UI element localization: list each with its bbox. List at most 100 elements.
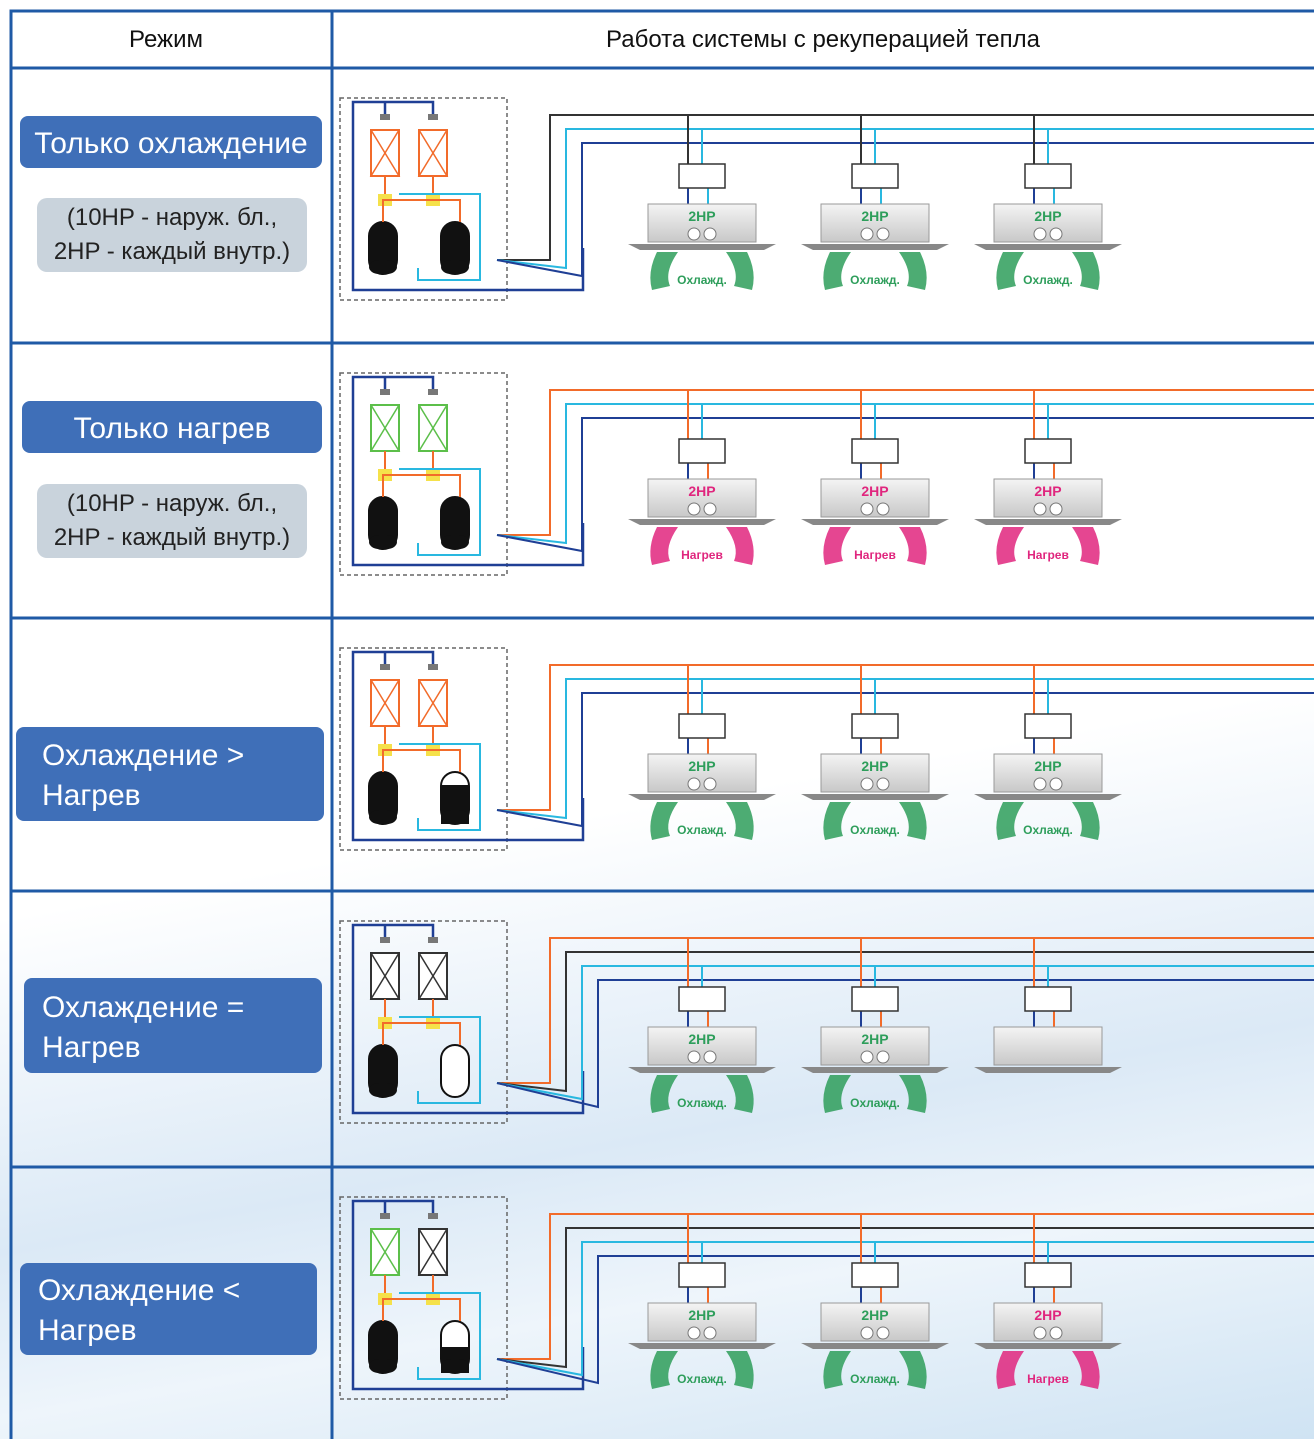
mode-label: Только охлаждение bbox=[20, 116, 322, 168]
compressor-cap bbox=[441, 810, 469, 824]
fan bbox=[687, 777, 701, 791]
unit-capacity: 2HP bbox=[1034, 208, 1061, 224]
fan bbox=[860, 1326, 874, 1340]
indoor-unit bbox=[647, 1026, 757, 1066]
mode-note: (10HP - наруж. бл., 2HP - каждый внутр.) bbox=[37, 198, 307, 272]
pipe bbox=[399, 468, 481, 556]
fan bbox=[703, 502, 717, 516]
pipe bbox=[496, 142, 1314, 278]
outdoor-box bbox=[339, 97, 508, 301]
indoor-panel bbox=[974, 244, 1122, 250]
branch-box bbox=[1024, 1262, 1072, 1288]
pipe bbox=[382, 1022, 461, 1045]
outdoor-box bbox=[339, 1196, 508, 1400]
unit-capacity: 2HP bbox=[1034, 1307, 1061, 1323]
indoor-unit bbox=[647, 203, 757, 243]
indoor-panel bbox=[974, 1343, 1122, 1349]
fan bbox=[860, 502, 874, 516]
outdoor-box bbox=[339, 372, 508, 576]
indoor-unit bbox=[820, 1026, 930, 1066]
branch-box bbox=[678, 713, 726, 739]
unit-mode: Охлажд. bbox=[850, 1096, 900, 1110]
branch-box bbox=[851, 713, 899, 739]
indoor-unit bbox=[820, 1302, 930, 1342]
airflow bbox=[650, 1351, 754, 1389]
airflow bbox=[650, 802, 754, 840]
fan bbox=[876, 227, 890, 241]
pipe bbox=[496, 1227, 1314, 1369]
branch-box bbox=[678, 438, 726, 464]
fan bbox=[876, 502, 890, 516]
fan bbox=[1049, 1326, 1063, 1340]
pipe bbox=[496, 678, 1314, 820]
fan bbox=[1049, 777, 1063, 791]
branch-box bbox=[1024, 713, 1072, 739]
unit-capacity: 2HP bbox=[861, 483, 888, 499]
indoor-panel bbox=[628, 1343, 776, 1349]
compressor-cap bbox=[369, 535, 397, 549]
indoor-unit bbox=[820, 478, 930, 518]
unit-mode: Охлажд. bbox=[677, 273, 727, 287]
airflow bbox=[650, 252, 754, 290]
indoor-unit bbox=[993, 1302, 1103, 1342]
valve bbox=[428, 1213, 438, 1219]
unit-mode: Охлажд. bbox=[850, 1372, 900, 1386]
unit-mode: Охлажд. bbox=[677, 1372, 727, 1386]
unit-capacity: 2HP bbox=[861, 1031, 888, 1047]
valve bbox=[428, 937, 438, 943]
pipe bbox=[382, 199, 461, 222]
valve bbox=[380, 389, 390, 395]
compressor-cap bbox=[441, 260, 469, 274]
pipe bbox=[399, 1016, 481, 1104]
fan bbox=[687, 227, 701, 241]
fan bbox=[1033, 227, 1047, 241]
indoor-panel bbox=[801, 1343, 949, 1349]
compressor bbox=[440, 1044, 470, 1098]
indoor-panel bbox=[974, 794, 1122, 800]
fan bbox=[1033, 502, 1047, 516]
pipe bbox=[351, 1199, 585, 1391]
fan bbox=[876, 777, 890, 791]
indoor-unit bbox=[820, 753, 930, 793]
indoor-unit bbox=[820, 203, 930, 243]
unit-capacity: 2HP bbox=[861, 208, 888, 224]
fan bbox=[1033, 1326, 1047, 1340]
unit-capacity: 2HP bbox=[688, 1307, 715, 1323]
airflow bbox=[823, 527, 927, 565]
unit-capacity: 2HP bbox=[688, 758, 715, 774]
fan bbox=[1049, 227, 1063, 241]
indoor-panel bbox=[628, 794, 776, 800]
fan bbox=[703, 1050, 717, 1064]
pipe bbox=[496, 128, 1314, 270]
airflow bbox=[823, 252, 927, 290]
branch-box bbox=[851, 986, 899, 1012]
pipe bbox=[351, 375, 585, 567]
unit-mode: Нагрев bbox=[681, 548, 723, 562]
unit-capacity: 2HP bbox=[861, 758, 888, 774]
pipe bbox=[399, 1292, 481, 1380]
compressor-cap bbox=[441, 535, 469, 549]
airflow bbox=[996, 252, 1100, 290]
valve bbox=[380, 937, 390, 943]
compressor-cap bbox=[369, 1359, 397, 1373]
indoor-panel bbox=[974, 1067, 1122, 1073]
fan bbox=[703, 1326, 717, 1340]
airflow bbox=[823, 1075, 927, 1113]
unit-mode: Нагрев bbox=[854, 548, 896, 562]
valve bbox=[428, 389, 438, 395]
indoor-unit bbox=[993, 753, 1103, 793]
unit-capacity: 2HP bbox=[688, 208, 715, 224]
fan bbox=[876, 1326, 890, 1340]
mode-label: Охлаждение > Нагрев bbox=[16, 727, 324, 821]
airflow bbox=[996, 802, 1100, 840]
indoor-unit bbox=[993, 203, 1103, 243]
pipe bbox=[497, 389, 1314, 536]
fan bbox=[687, 502, 701, 516]
pipe bbox=[351, 650, 585, 842]
mode-note: (10HP - наруж. бл., 2HP - каждый внутр.) bbox=[37, 484, 307, 558]
airflow bbox=[650, 1075, 754, 1113]
mode-label: Охлаждение < Нагрев bbox=[20, 1263, 317, 1355]
pipe bbox=[351, 923, 585, 1115]
